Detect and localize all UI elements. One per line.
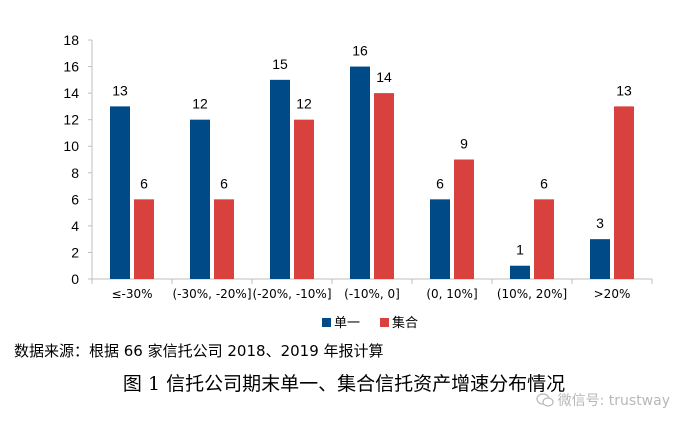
legend-label: 单一 — [334, 316, 360, 331]
x-tick-label: (0, 10%] — [426, 287, 477, 301]
data-label: 16 — [352, 43, 368, 59]
y-tick-label: 16 — [63, 59, 79, 75]
bar-single — [590, 239, 610, 279]
bar-single — [190, 119, 210, 280]
bar-single — [350, 66, 370, 279]
y-tick-label: 10 — [63, 138, 79, 154]
bar-single — [430, 199, 450, 279]
bar-collective — [214, 199, 234, 279]
x-tick-label: (-10%, 0] — [344, 287, 400, 301]
y-tick-label: 6 — [71, 191, 79, 207]
y-tick-label: 12 — [63, 112, 79, 128]
data-label: 1 — [516, 242, 524, 258]
data-label: 6 — [220, 175, 228, 191]
y-tick-label: 0 — [71, 271, 79, 287]
watermark-text: 微信号: trustway — [557, 393, 670, 409]
bar-single — [510, 265, 530, 279]
x-tick-label: (-30%, -20%] — [173, 287, 252, 301]
x-axis: ≤-30% (-30%, -20%] (-20%, -10%] (-10%, 0] (0… — [91, 278, 653, 301]
legend-label: 集合 — [392, 315, 418, 331]
data-label: 6 — [540, 175, 548, 191]
y-tick-label: 2 — [71, 244, 79, 260]
x-tick-label: (-20%, -10%] — [253, 287, 332, 301]
x-tick-label: (10%, 20%] — [497, 287, 567, 301]
data-label: 12 — [192, 96, 208, 112]
data-label: 6 — [140, 175, 148, 191]
y-tick-label: 4 — [71, 218, 79, 234]
data-label: 13 — [616, 82, 632, 98]
data-source-note: 数据来源：根据 66 家信托公司 2018、2019 年报计算 — [14, 342, 384, 360]
data-label: 12 — [296, 96, 312, 112]
y-tick-label: 8 — [71, 165, 79, 181]
figure-caption: 图 1 信托公司期末单一、集合信托资产增速分布情况 — [122, 373, 566, 395]
wechat-watermark: 微信号: trustway — [536, 390, 670, 410]
bar-collective — [374, 93, 394, 279]
legend-swatch — [380, 318, 389, 327]
legend: 单一 集合 — [322, 315, 418, 331]
data-label: 13 — [112, 82, 128, 98]
bar-collective — [534, 199, 554, 279]
legend-swatch — [322, 318, 331, 327]
bar-single — [110, 106, 130, 279]
y-tick-label: 18 — [63, 32, 79, 48]
bar-collective — [134, 199, 154, 279]
bar-collective — [614, 106, 634, 279]
data-label: 14 — [376, 69, 392, 85]
wechat-icon — [536, 393, 554, 407]
data-label: 6 — [436, 175, 444, 191]
bar-collective — [294, 119, 314, 280]
data-label: 9 — [460, 136, 468, 152]
x-tick-label: >20% — [594, 287, 631, 301]
x-tick-label: ≤-30% — [111, 287, 152, 301]
bar-collective — [454, 159, 474, 279]
data-label: 3 — [596, 215, 604, 231]
data-label: 15 — [272, 56, 288, 72]
y-axis: 0 2 4 6 8 10 12 14 16 18 — [63, 32, 93, 287]
y-tick-label: 14 — [63, 85, 79, 101]
bar-single — [270, 79, 290, 279]
